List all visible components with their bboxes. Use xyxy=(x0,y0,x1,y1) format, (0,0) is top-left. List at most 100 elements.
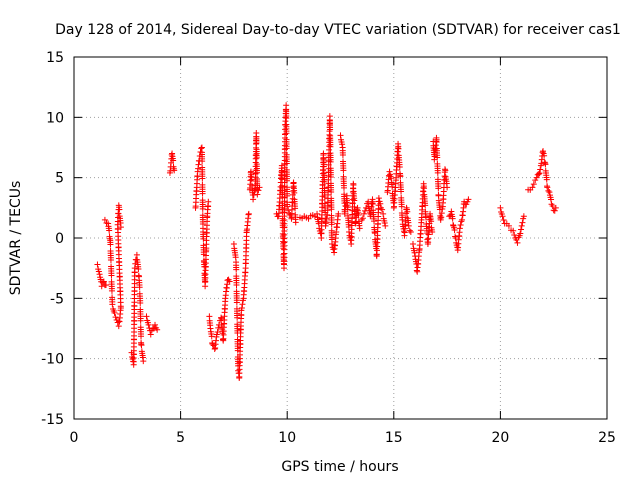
data-point xyxy=(283,160,290,167)
data-point xyxy=(147,331,154,338)
data-point xyxy=(154,326,161,333)
grid xyxy=(74,57,607,419)
data-point xyxy=(320,163,327,170)
data-point xyxy=(519,219,526,226)
data-point xyxy=(215,324,222,331)
data-point xyxy=(340,167,347,174)
data-point xyxy=(382,222,389,229)
data-point xyxy=(214,328,221,335)
data-point xyxy=(356,225,363,232)
data-point xyxy=(405,222,412,229)
data-point xyxy=(380,210,387,217)
data-point xyxy=(434,154,441,161)
data-point xyxy=(422,202,429,209)
data-point xyxy=(456,225,463,232)
data-point xyxy=(254,191,261,198)
data-point xyxy=(116,206,123,213)
data-point xyxy=(327,143,334,150)
data-point xyxy=(457,221,464,228)
data-point xyxy=(511,232,518,239)
data-point xyxy=(546,189,553,196)
data-point xyxy=(549,202,556,209)
data-point xyxy=(138,333,145,340)
data-point xyxy=(395,145,402,152)
data-point xyxy=(138,342,145,349)
x-tick-label: 5 xyxy=(176,430,185,446)
data-point xyxy=(101,216,108,223)
data-point xyxy=(428,218,435,225)
data-point xyxy=(542,161,549,168)
data-point xyxy=(500,216,507,223)
data-point xyxy=(551,207,558,214)
data-point xyxy=(145,321,152,328)
data-point xyxy=(371,218,378,225)
x-tick-label: 0 xyxy=(70,430,79,446)
x-tick-label: 15 xyxy=(385,430,403,446)
y-tick-label: 10 xyxy=(46,110,64,126)
data-point xyxy=(386,168,393,175)
data-point xyxy=(328,206,335,213)
x-tick-label: 20 xyxy=(491,430,509,446)
data-point xyxy=(360,210,367,217)
data-point xyxy=(292,205,299,212)
data-point xyxy=(452,235,459,241)
data-point xyxy=(337,132,344,139)
data-point xyxy=(328,221,335,228)
data-point xyxy=(245,210,252,217)
data-point xyxy=(283,145,290,152)
y-tick-label: -10 xyxy=(41,352,64,368)
data-point xyxy=(442,167,449,174)
data-point xyxy=(213,331,220,338)
data-point xyxy=(102,282,109,289)
y-tick-label: -5 xyxy=(50,291,64,307)
data-point xyxy=(107,257,114,263)
data-point xyxy=(411,249,418,256)
data-point xyxy=(548,196,555,203)
data-point xyxy=(250,196,257,203)
data-point xyxy=(514,239,521,246)
data-point xyxy=(435,185,442,192)
data-point xyxy=(135,266,142,273)
data-point xyxy=(389,183,396,190)
data-point xyxy=(444,184,451,191)
data-point xyxy=(283,177,290,184)
data-point xyxy=(517,230,524,237)
data-point xyxy=(545,187,552,194)
data-point xyxy=(248,176,255,183)
data-point xyxy=(381,220,388,227)
data-point xyxy=(398,203,405,210)
data-point xyxy=(143,313,150,320)
data-point xyxy=(398,188,405,195)
data-point xyxy=(255,187,262,194)
data-point xyxy=(256,184,263,191)
data-point xyxy=(544,184,551,191)
data-point xyxy=(377,200,384,207)
x-tick-label: 25 xyxy=(598,430,616,446)
data-point xyxy=(253,154,260,161)
data-point xyxy=(458,218,465,225)
data-point xyxy=(497,204,504,211)
data-point xyxy=(171,167,178,174)
data-point xyxy=(434,169,441,176)
data-point xyxy=(518,226,525,233)
data-point xyxy=(375,195,382,202)
data-point xyxy=(199,175,206,182)
data-point xyxy=(283,130,290,137)
data-point xyxy=(330,246,337,253)
x-axis: 0 5 10 15 20 25 xyxy=(70,57,616,446)
data-point xyxy=(407,228,414,235)
data-point xyxy=(552,204,559,211)
data-point xyxy=(107,241,114,248)
data-point xyxy=(109,301,116,308)
chart-title: Day 128 of 2014, Sidereal Day-to-day VTE… xyxy=(55,22,621,38)
data-point xyxy=(438,210,445,217)
data-point xyxy=(233,281,240,288)
data-point xyxy=(423,214,430,221)
data-point xyxy=(284,203,291,210)
data-point xyxy=(351,197,358,204)
data-point xyxy=(170,157,177,164)
data-point xyxy=(200,235,207,242)
data-point xyxy=(339,152,346,159)
data-point xyxy=(363,204,370,211)
data-point xyxy=(327,173,334,180)
